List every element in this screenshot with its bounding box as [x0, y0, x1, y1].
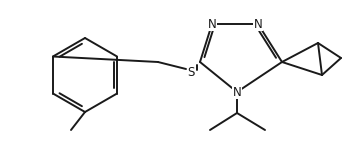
Text: N: N	[208, 18, 217, 31]
Text: N: N	[253, 18, 262, 31]
Text: N: N	[233, 86, 241, 98]
Text: S: S	[187, 66, 195, 78]
